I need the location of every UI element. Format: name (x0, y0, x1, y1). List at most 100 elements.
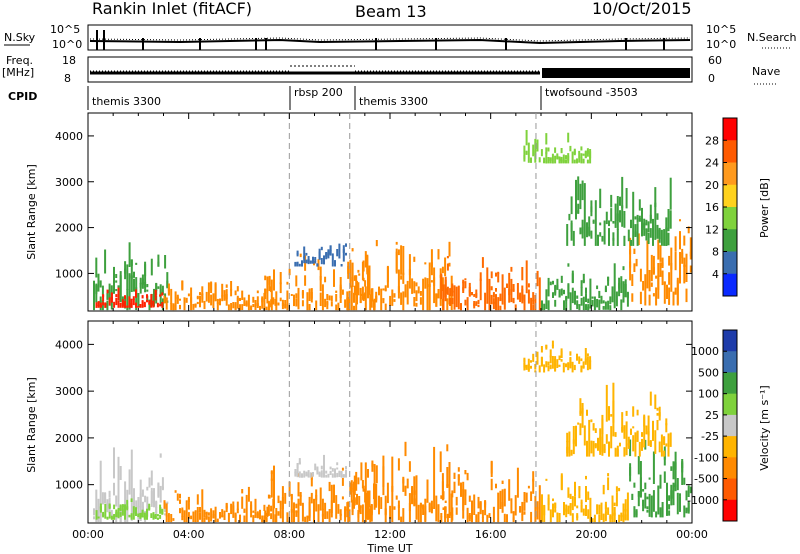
echo-cell (104, 493, 107, 504)
echo-cell (395, 251, 398, 274)
echo-cell (336, 472, 339, 478)
echo-cell (297, 287, 300, 310)
echo-cell (167, 283, 170, 291)
echo-cell (455, 507, 458, 515)
echo-cell (106, 293, 109, 300)
echo-cell (672, 461, 675, 480)
echo-cell (154, 516, 157, 519)
echo-cell (679, 252, 681, 284)
echo-cell (679, 219, 681, 222)
echo-cell (587, 509, 590, 519)
echo-cell (290, 493, 293, 513)
cpid-segment-1: themis 3300 (92, 95, 161, 108)
echo-cell (552, 292, 554, 298)
x-tick-label: 08:00 (273, 528, 305, 541)
echo-cell (689, 237, 692, 257)
echo-cell (607, 507, 610, 515)
echo-cell (495, 294, 497, 311)
echo-cell (451, 507, 454, 516)
echo-cell (440, 495, 443, 499)
echo-cell (464, 281, 467, 289)
echo-cell (670, 484, 673, 499)
echo-cell (576, 505, 579, 509)
echo-cell (525, 150, 528, 155)
echo-cell (135, 262, 138, 265)
echo-cell (199, 512, 201, 520)
echo-cell (657, 239, 660, 260)
echo-cell (665, 423, 668, 426)
echo-cell (547, 157, 550, 164)
echo-cell (580, 365, 583, 372)
echo-cell (497, 272, 500, 283)
echo-cell (560, 473, 563, 491)
echo-cell (556, 512, 559, 523)
echo-cell (297, 498, 300, 522)
echo-cell (221, 509, 224, 518)
echo-cell (97, 301, 100, 306)
echo-cell (117, 456, 120, 512)
echo-cell (315, 300, 318, 311)
echo-cell (417, 504, 420, 523)
echo-cell (689, 251, 692, 260)
echo-cell (382, 466, 385, 496)
echo-cell (510, 278, 513, 303)
echo-cell (636, 214, 639, 223)
echo-cell (141, 301, 144, 308)
echo-cell (536, 270, 539, 287)
echo-cell (652, 427, 654, 441)
echo-cell (101, 285, 104, 296)
echo-cell (371, 462, 374, 472)
echo-cell (565, 159, 567, 164)
echo-cell (501, 274, 504, 305)
echo-cell (267, 504, 270, 516)
echo-cell (141, 281, 144, 289)
echo-cell (608, 228, 610, 246)
echo-cell (647, 221, 650, 233)
echo-cell (150, 294, 153, 308)
echo-cell (170, 302, 173, 311)
echo-cell (590, 440, 593, 454)
echo-cell (347, 510, 350, 523)
echo-cell (547, 361, 550, 366)
power-colorbar: 28 24 20 16 12 8 4 (705, 117, 738, 297)
echo-cell (333, 272, 335, 287)
echo-cell (654, 394, 657, 410)
echo-cell (597, 236, 599, 246)
echo-cell (325, 470, 328, 474)
echo-cell (540, 149, 543, 157)
echo-cell (674, 251, 677, 271)
x-tick-label: 04:00 (173, 528, 205, 541)
echo-cell (457, 285, 460, 310)
echo-cell (181, 280, 184, 290)
echo-cell (576, 353, 578, 358)
echo-cell (272, 498, 275, 523)
echo-cell (669, 177, 672, 210)
echo-cell (629, 249, 632, 268)
echo-cell (549, 509, 552, 523)
echo-cell (620, 512, 623, 522)
echo-cell (279, 508, 282, 519)
echo-cell (146, 284, 149, 288)
echo-cell (667, 232, 670, 246)
echo-cell (552, 498, 554, 502)
echo-cell (113, 266, 115, 294)
echo-cell (527, 289, 530, 304)
echo-cell (560, 148, 563, 154)
echo-cell (397, 458, 400, 471)
echo-cell (413, 476, 416, 495)
echo-cell (670, 247, 673, 270)
power-colorbar-label: Power [dB] (758, 178, 771, 238)
echo-cell (106, 503, 109, 510)
echo-cell (658, 227, 661, 239)
echo-cell (619, 214, 621, 218)
echo-cell (644, 492, 647, 509)
echo-cell (223, 290, 226, 296)
echo-cell (137, 306, 140, 308)
echo-cell (167, 513, 170, 522)
freq-label: Freq. (6, 54, 33, 67)
echo-cell (618, 514, 621, 523)
echo-cell (157, 482, 160, 498)
echo-cell (567, 363, 570, 371)
echo-cell (150, 513, 153, 518)
